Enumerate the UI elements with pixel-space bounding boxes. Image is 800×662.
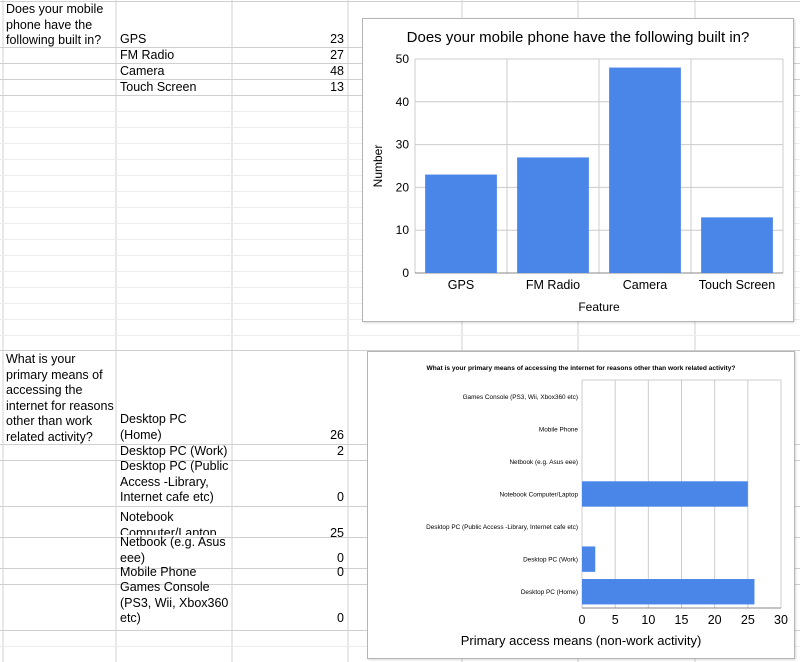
feature-chart[interactable]: Does your mobile phone have the followin… [362,18,794,322]
y-tick-label: 30 [396,138,410,152]
x-tick-label: Camera [623,278,668,292]
chart-title: Does your mobile phone have the followin… [407,29,750,46]
access-value-cell[interactable]: 25 [330,525,344,540]
chart-title: What is your primary means of accessing … [427,365,736,372]
y-tick-label: 40 [396,95,410,109]
access-value-cell[interactable]: 0 [337,550,344,565]
bar[interactable] [609,67,681,273]
access-value-cell[interactable]: 2 [337,444,344,458]
access-value-cell[interactable]: 0 [337,611,344,625]
y-tick-label: Games Console (PS3, Wii, Xbox360 etc) [463,394,578,401]
x-tick-label: 30 [774,613,788,627]
y-axis-label: Number [371,145,385,188]
feature-label-cell[interactable]: FM Radio [120,48,175,62]
bar[interactable] [582,481,748,507]
bar[interactable] [425,174,497,273]
feature-value-cell[interactable]: 27 [330,48,344,62]
y-tick-label: Desktop PC (Public Access -Library, Inte… [426,524,578,531]
feature-label-cell[interactable]: Touch Screen [120,80,197,94]
access-value-cell[interactable]: 26 [330,427,344,442]
x-tick-label: Touch Screen [699,278,775,292]
access-chart[interactable]: What is your primary means of accessing … [367,351,795,659]
question-1-cell[interactable]: Does your mobile phone have the followin… [6,2,104,47]
access-label-cell[interactable]: Mobile Phone [120,565,197,579]
x-tick-label: 15 [675,613,689,627]
x-tick-label: 25 [741,613,755,627]
y-tick-label: 0 [402,266,409,280]
access-label-cell[interactable]: Notebook Computer/Laptop [120,510,217,535]
y-tick-label: 10 [396,223,410,237]
bar[interactable] [582,546,596,572]
access-label-cell[interactable]: Games Console (PS3, Wii, Xbox360 etc) [120,580,229,625]
access-value-cell[interactable]: 0 [337,490,344,504]
access-label-cell[interactable]: Netbook (e.g. Asus eee) [120,535,226,565]
bar[interactable] [701,217,773,273]
x-tick-label: GPS [448,278,474,292]
y-tick-label: Desktop PC (Home) [521,589,578,596]
feature-value-cell[interactable]: 13 [330,80,344,94]
feature-label-cell[interactable]: GPS [120,32,147,46]
y-tick-label: 20 [396,180,410,194]
y-tick-label: 50 [396,52,410,66]
x-axis-label: Primary access means (non-work activity) [461,633,702,648]
feature-chart-svg: Does your mobile phone have the followin… [371,29,784,314]
x-tick-label: 20 [708,613,722,627]
access-label-cell[interactable]: Desktop PC (Public Access -Library, Inte… [120,459,229,504]
x-tick-label: 0 [579,613,586,627]
access-label-cell[interactable]: Desktop PC (Work) [120,444,228,458]
bar[interactable] [517,157,589,273]
feature-value-cell[interactable]: 48 [330,64,344,78]
access-value-cell[interactable]: 0 [337,565,344,579]
bar[interactable] [582,579,755,605]
feature-value-cell[interactable]: 23 [330,32,344,46]
y-tick-label: Notebook Computer/Laptop [499,492,578,499]
question-2-cell[interactable]: What is your primary means of accessing … [6,352,114,444]
y-tick-label: Netbook (e.g. Asus eee) [509,459,578,466]
x-tick-label: 5 [612,613,619,627]
access-label-cell[interactable]: Desktop PC (Home) [120,412,187,442]
y-tick-label: Desktop PC (Work) [523,557,578,564]
access-chart-svg: What is your primary means of accessing … [426,365,788,648]
x-axis-label: Feature [578,300,620,314]
feature-label-cell[interactable]: Camera [120,64,165,78]
x-tick-label: FM Radio [526,278,580,292]
y-tick-label: Mobile Phone [539,426,579,433]
x-tick-label: 10 [641,613,655,627]
